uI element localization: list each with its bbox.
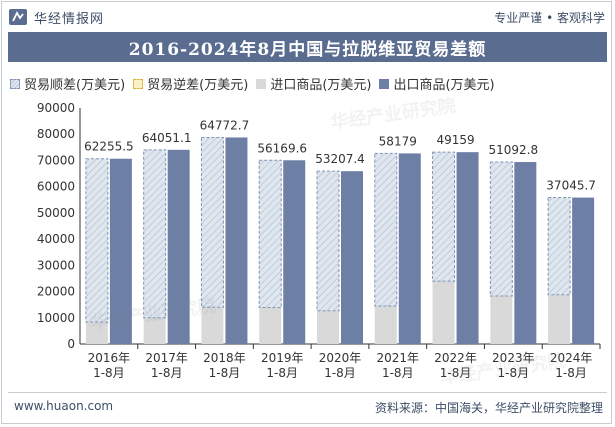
x-tick-label: 1-8月 — [209, 366, 241, 380]
data-label: 62255.5 — [84, 140, 134, 154]
export-bar — [225, 137, 248, 344]
surplus-bar — [374, 152, 398, 307]
x-tick-label: 2021年 — [377, 351, 420, 365]
import-bar — [317, 310, 339, 344]
export-bar — [109, 158, 132, 344]
import-bar — [259, 307, 282, 344]
x-tick-label: 1-8月 — [324, 366, 356, 380]
surplus-bar — [432, 151, 456, 282]
surplus-bar — [258, 159, 282, 309]
export-bar — [167, 149, 190, 344]
data-label: 37045.7 — [546, 179, 596, 193]
x-tick-label: 1-8月 — [266, 366, 298, 380]
logo-icon — [9, 9, 27, 25]
legend-swatch-import — [256, 78, 267, 89]
x-tick-label: 2018年 — [203, 351, 246, 365]
legend-label-deficit: 贸易逆差(万美元) — [147, 78, 249, 93]
x-tick-label: 2023年 — [492, 351, 535, 365]
y-tick-label: 40000 — [37, 232, 75, 246]
x-tick-label: 2022年 — [434, 351, 477, 365]
x-tick-label: 2020年 — [319, 351, 362, 365]
export-bar — [514, 162, 537, 344]
brand: 华经情报网 — [8, 7, 104, 27]
chart-title: 2016-2024年8月中国与拉脱维亚贸易差额 — [128, 39, 487, 60]
import-bar — [490, 296, 513, 344]
surplus-bar — [489, 161, 513, 297]
import-bar — [201, 307, 224, 344]
brand-name: 华经情报网 — [34, 11, 105, 27]
data-label: 58179 — [379, 134, 417, 148]
surplus-bar — [85, 158, 109, 323]
legend-item-deficit: 贸易逆差(万美元) — [133, 74, 248, 93]
surplus-bar — [200, 136, 224, 308]
x-tick-label: 2019年 — [261, 351, 304, 365]
export-bar — [572, 197, 595, 344]
y-tick-label: 60000 — [37, 180, 75, 194]
data-label: 64051.1 — [142, 131, 192, 145]
title-bar: 2016-2024年8月中国与拉脱维亚贸易差额 — [8, 32, 607, 62]
legend-swatch-deficit — [133, 78, 144, 89]
x-tick-label: 2017年 — [145, 351, 188, 365]
import-bar — [374, 305, 397, 344]
legend-label-surplus: 贸易顺差(万美元) — [24, 78, 126, 93]
data-label: 51092.8 — [489, 143, 539, 157]
import-bar — [143, 317, 166, 344]
x-tick-label: 1-8月 — [382, 366, 414, 380]
legend-item-export: 出口商品(万美元) — [379, 74, 495, 93]
x-tick-label: 1-8月 — [555, 366, 587, 380]
x-tick-label: 1-8月 — [440, 366, 472, 380]
footer-divider — [8, 392, 607, 393]
y-tick-label: 80000 — [37, 127, 75, 141]
y-tick-label: 70000 — [37, 153, 75, 167]
header-tags: 专业严谨 • 客观科学 — [494, 11, 605, 25]
footer-website: www.huaon.com — [14, 399, 114, 413]
export-bar — [398, 153, 421, 344]
import-bar — [548, 294, 571, 344]
data-label: 49159 — [436, 133, 474, 147]
import-bar — [432, 281, 455, 344]
y-tick-label: 20000 — [37, 285, 75, 299]
x-tick-label: 1-8月 — [498, 366, 530, 380]
y-tick-label: 0 — [67, 337, 75, 351]
data-label: 56169.6 — [257, 141, 307, 155]
legend-swatch-export — [379, 78, 390, 89]
surplus-bar — [547, 197, 571, 296]
surplus-bar — [316, 170, 340, 312]
x-tick-label: 2016年 — [88, 351, 131, 365]
legend-label-import: 进口商品(万美元) — [270, 78, 372, 93]
x-tick-label: 2024年 — [550, 351, 593, 365]
footer-source: 资料来源：中国海关，华经产业研究院整理 — [374, 401, 603, 415]
data-label: 53207.4 — [315, 152, 365, 166]
y-tick-label: 50000 — [37, 206, 75, 220]
y-tick-label: 90000 — [37, 101, 75, 115]
legend-item-surplus: 贸易顺差(万美元) — [10, 74, 125, 93]
legend-swatch-surplus — [10, 78, 20, 89]
export-bar — [456, 152, 479, 344]
export-bar — [341, 171, 363, 344]
x-tick-label: 1-8月 — [93, 366, 125, 380]
y-tick-label: 30000 — [37, 258, 75, 272]
data-label: 64772.7 — [200, 118, 250, 132]
legend-label-export: 出口商品(万美元) — [393, 78, 495, 93]
x-tick-label: 1-8月 — [151, 366, 183, 380]
import-bar — [85, 321, 108, 344]
export-bar — [283, 160, 306, 344]
legend: 贸易顺差(万美元) 贸易逆差(万美元) 进口商品(万美元) 出口商品(万美元) — [10, 74, 495, 93]
surplus-bar — [143, 149, 167, 319]
y-tick-label: 10000 — [37, 311, 75, 325]
legend-item-import: 进口商品(万美元) — [256, 74, 371, 93]
